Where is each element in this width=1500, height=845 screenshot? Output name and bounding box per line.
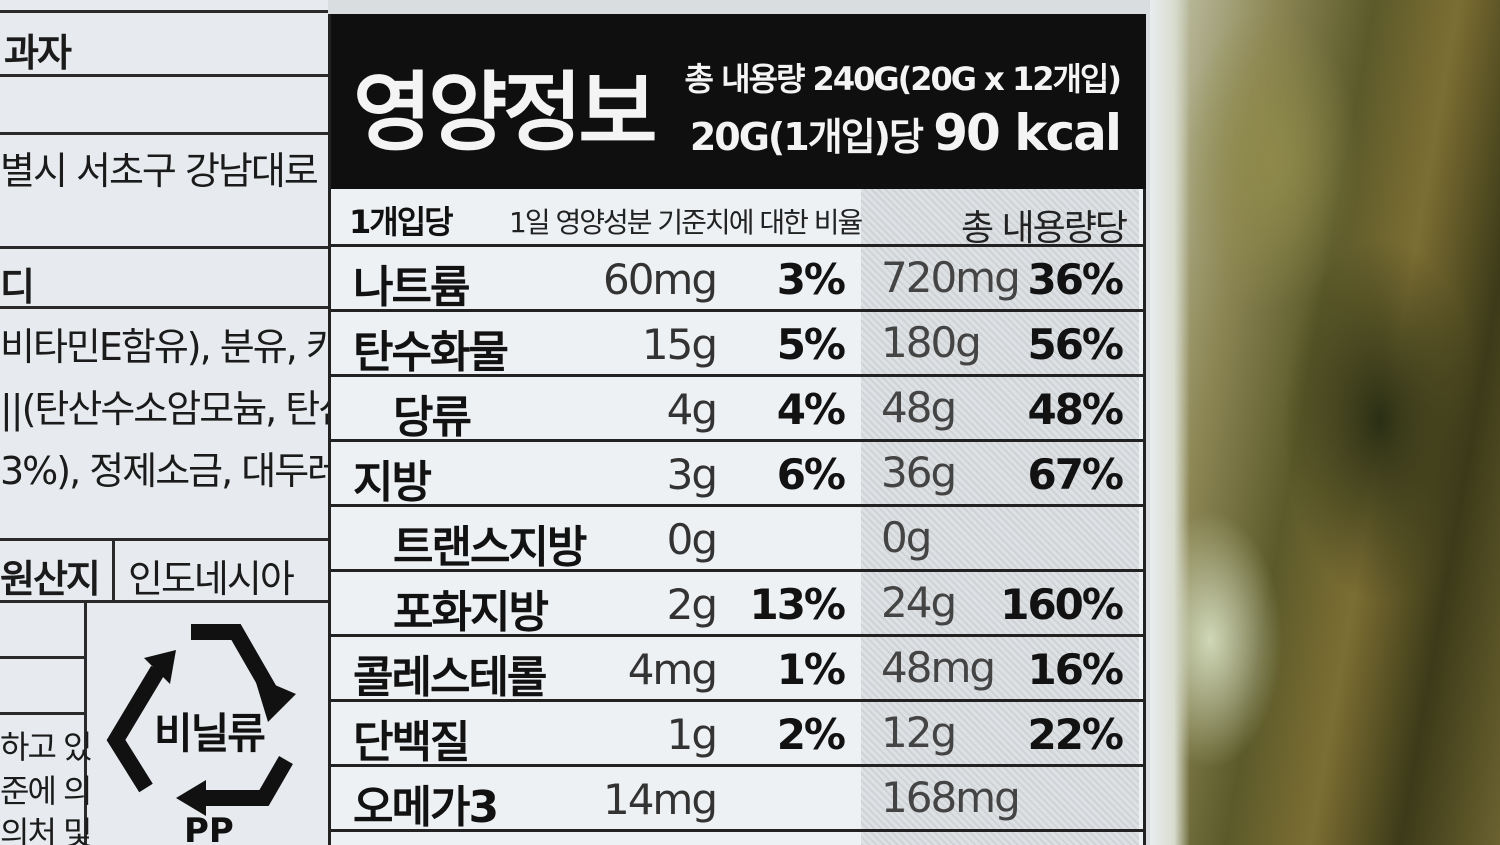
serving-calories: 20G(1개입)당 90 kcal [689, 104, 1122, 162]
info-ingredients-line-3: 3%), 정제소금, 대두레 [0, 449, 342, 493]
info-notice-line-2: 준에 의 [0, 772, 92, 810]
recycle-icon: PP [106, 624, 296, 845]
nutrient-amount: 2g [666, 580, 718, 629]
nutrient-total-amount: 12g [881, 708, 957, 757]
nutrient-name: 포화지방 [393, 587, 549, 638]
nutrient-daily-pct: 2% [776, 710, 846, 759]
serving-size: 20G(1개입)당 [689, 115, 924, 159]
product-info-panel: 과자 별시 서초구 강남대로 디 비타민E함유), 분유, 카 ||(탄산수소암… [0, 0, 353, 845]
daily-ratio-header: 1일 영양성분 기준치에 대한 비율 [509, 206, 863, 239]
nutrient-row: 당류 4g 4% 48g 48% [331, 377, 1146, 443]
nutrient-amount: 15g [641, 320, 718, 369]
nutrient-total-pct: 56% [1027, 320, 1124, 369]
nutrient-total-pct: 67% [1027, 450, 1124, 499]
nutrient-total-amount: 180g [881, 318, 982, 367]
nutrient-daily-pct: 5% [776, 320, 846, 369]
nutrient-row: 콜레스테롤 4mg 1% 48mg 16% [331, 637, 1146, 703]
nutrient-amount: 4g [666, 385, 718, 434]
nutrient-total-amount: 48g [881, 383, 957, 432]
origin-label: 원산지 [0, 557, 101, 601]
nutrient-total-pct: 22% [1027, 710, 1124, 759]
total-content: 총 내용량 240G(20G x 12개입) [684, 60, 1122, 98]
nutrient-name: 오메가3 [353, 782, 499, 833]
nutrient-total-amount: 168mg [881, 773, 1021, 822]
info-address: 별시 서초구 강남대로 [0, 149, 319, 193]
info-notice-line-3: 의처 및 [0, 814, 92, 845]
info-ingredients-line-2: ||(탄산수소암모늄, 탄산 [0, 387, 353, 431]
nutrition-title: 영양정보 [353, 63, 657, 163]
per-piece-header: 1개입당 [349, 203, 454, 241]
nutrient-amount: 1g [666, 710, 718, 759]
info-notice-line-1: 하고 있 [0, 728, 92, 766]
info-product-type: 과자 [4, 31, 72, 75]
column-header-row: 1개입당 1일 영양성분 기준치에 대한 비율 총 내용량당 [331, 189, 1146, 249]
nutrient-amount: 4mg [627, 645, 718, 694]
calories-value: 90 kcal [933, 104, 1122, 162]
nutrient-row: 단백질 1g 2% 12g 22% [331, 702, 1146, 768]
nutrient-name: 지방 [353, 457, 432, 508]
nutrient-name: 탄수화물 [353, 327, 509, 378]
recycle-code: PP [184, 811, 234, 845]
nutrient-total-pct: 36% [1027, 255, 1124, 304]
nutrition-header: 영양정보 총 내용량 240G(20G x 12개입) 20G(1개입)당 90… [331, 14, 1146, 189]
nutrient-row: 탄수화물 15g 5% 180g 56% [331, 312, 1146, 378]
origin-value: 인도네시아 [128, 557, 295, 601]
nutrient-amount: 60mg [602, 255, 718, 304]
nutrient-amount: 3g [666, 450, 718, 499]
info-ingredients-label: 디 [0, 265, 35, 309]
per-total-header: 총 내용량당 [960, 208, 1128, 249]
nutrient-row: 오메가3 14mg 168mg [331, 767, 1146, 833]
nutrient-daily-pct: 13% [749, 580, 846, 629]
nutrient-total-amount: 24g [881, 578, 957, 627]
nutrient-total-amount: 720mg [881, 253, 1021, 302]
nutrient-amount: 0g [666, 515, 718, 564]
nutrient-total-amount: 0g [881, 513, 932, 562]
nutrient-total-pct: 160% [1000, 580, 1124, 629]
package-foil-background [1150, 0, 1500, 845]
nutrient-daily-pct: 4% [776, 385, 846, 434]
nutrient-daily-pct: 6% [776, 450, 846, 499]
nutrient-row: 나트륨 60mg 3% 720mg 36% [331, 247, 1146, 313]
nutrient-row: 지방 3g 6% 36g 67% [331, 442, 1146, 508]
nutrient-total-pct: 48% [1027, 385, 1124, 434]
nutrient-name: 트랜스지방 [393, 522, 587, 573]
nutrient-name: 나트륨 [353, 262, 470, 313]
nutrient-daily-pct: 1% [776, 645, 846, 694]
nutrient-row: 포화지방 2g 13% 24g 160% [331, 572, 1146, 638]
nutrient-row: 트랜스지방 0g 0g [331, 507, 1146, 573]
per-total-column-shade [861, 189, 1139, 845]
nutrient-name: 단백질 [353, 717, 470, 768]
nutrient-total-pct: 16% [1027, 645, 1124, 694]
recycle-label: 비닐류 [154, 709, 266, 758]
nutrient-total-amount: 48mg [881, 643, 996, 692]
info-ingredients-line-1: 비타민E함유), 분유, 카 [0, 325, 341, 369]
nutrient-name: 콜레스테롤 [353, 652, 547, 703]
nutrient-amount: 14mg [602, 775, 718, 824]
nutrient-daily-pct: 3% [776, 255, 846, 304]
nutrition-facts-table: 영양정보 총 내용량 240G(20G x 12개입) 20G(1개입)당 90… [328, 14, 1146, 845]
nutrient-name: 당류 [393, 392, 472, 443]
nutrient-total-amount: 36g [881, 448, 957, 497]
package-edge [1150, 0, 1190, 845]
